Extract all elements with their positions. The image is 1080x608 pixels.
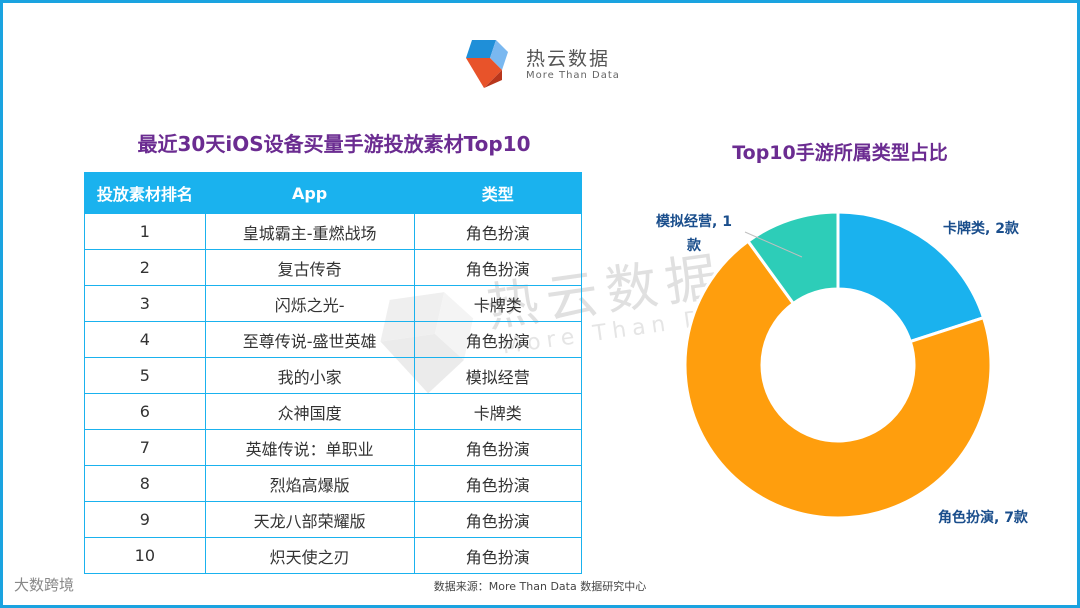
cell-app: 闪烁之光- <box>204 285 415 322</box>
cell-app: 英雄传说：单职业 <box>204 429 415 466</box>
data-label-sim: 款 <box>687 237 702 254</box>
cell-type: 角色扮演 <box>413 213 583 250</box>
cell-app: 至尊传说-盛世英雄 <box>204 321 415 358</box>
data-source: 数据来源：More Than Data 数据研究中心 <box>433 580 647 593</box>
data-label-sim: 模拟经营, 1 <box>656 213 732 230</box>
cell-app: 天龙八部荣耀版 <box>204 501 415 538</box>
cell-type: 角色扮演 <box>413 249 583 286</box>
cell-type: 角色扮演 <box>413 537 583 574</box>
cell-rank: 6 <box>84 393 206 430</box>
cell-type: 卡牌类 <box>413 285 583 322</box>
cell-rank: 3 <box>84 285 206 322</box>
cell-rank: 10 <box>84 537 206 574</box>
cell-app: 皇城霸主-重燃战场 <box>204 213 415 250</box>
slice-sim <box>745 210 840 306</box>
logo-name: 热云数据 <box>526 48 611 70</box>
table-row: 4 至尊传说-盛世英雄 角色扮演 <box>84 321 583 358</box>
cell-app: 众神国度 <box>204 393 415 430</box>
cell-type: 角色扮演 <box>413 321 583 358</box>
cell-app: 我的小家 <box>204 357 415 394</box>
cell-app: 炽天使之刃 <box>204 537 415 574</box>
slice-rpg <box>683 239 993 520</box>
slice-card <box>836 210 986 344</box>
data-label-card: 卡牌类, 2款 <box>943 220 1020 237</box>
table-row: 7 英雄传说：单职业 角色扮演 <box>84 429 583 466</box>
brand-logo: 热云数据 More Than Data <box>462 36 632 90</box>
cell-type: 角色扮演 <box>413 429 583 466</box>
bottom-brand: 大数跨境 <box>14 576 75 594</box>
cell-rank: 2 <box>84 249 206 286</box>
cell-rank: 1 <box>84 213 206 250</box>
table-row: 9 天龙八部荣耀版 角色扮演 <box>84 501 583 538</box>
chart-title: Top10手游所属类型占比 <box>732 142 948 164</box>
table-row: 5 我的小家 模拟经营 <box>84 357 583 394</box>
cell-rank: 7 <box>84 429 206 466</box>
header-type: 类型 <box>413 172 583 214</box>
cube-logo-icon <box>466 40 508 88</box>
table-row: 3 闪烁之光- 卡牌类 <box>84 285 583 322</box>
header-app: App <box>204 172 415 214</box>
cell-type: 角色扮演 <box>413 501 583 538</box>
table-row: 2 复古传奇 角色扮演 <box>84 249 583 286</box>
cell-type: 卡牌类 <box>413 393 583 430</box>
cell-rank: 8 <box>84 465 206 502</box>
cell-type: 角色扮演 <box>413 465 583 502</box>
table-row: 8 烈焰高爆版 角色扮演 <box>84 465 583 502</box>
cell-rank: 5 <box>84 357 206 394</box>
table-row: 6 众神国度 卡牌类 <box>84 393 583 430</box>
header-rank: 投放素材排名 <box>84 172 206 214</box>
cell-app: 烈焰高爆版 <box>204 465 415 502</box>
logo-tagline: More Than Data <box>526 70 620 81</box>
table-title: 最近30天iOS设备买量手游投放素材Top10 <box>137 132 531 156</box>
cell-type: 模拟经营 <box>413 357 583 394</box>
table-row: 1 皇城霸主-重燃战场 角色扮演 <box>84 213 583 250</box>
label-leader-line <box>744 231 803 258</box>
cell-rank: 4 <box>84 321 206 358</box>
data-label-rpg: 角色扮演, 7款 <box>938 509 1029 526</box>
cell-rank: 9 <box>84 501 206 538</box>
table-row: 10 炽天使之刃 角色扮演 <box>84 537 583 574</box>
table-header-row: 投放素材排名 App 类型 <box>84 172 583 214</box>
ranking-table: 投放素材排名 App 类型 1 皇城霸主-重燃战场 角色扮演 2 复古传奇 角色… <box>84 172 583 574</box>
cell-app: 复古传奇 <box>204 249 415 286</box>
